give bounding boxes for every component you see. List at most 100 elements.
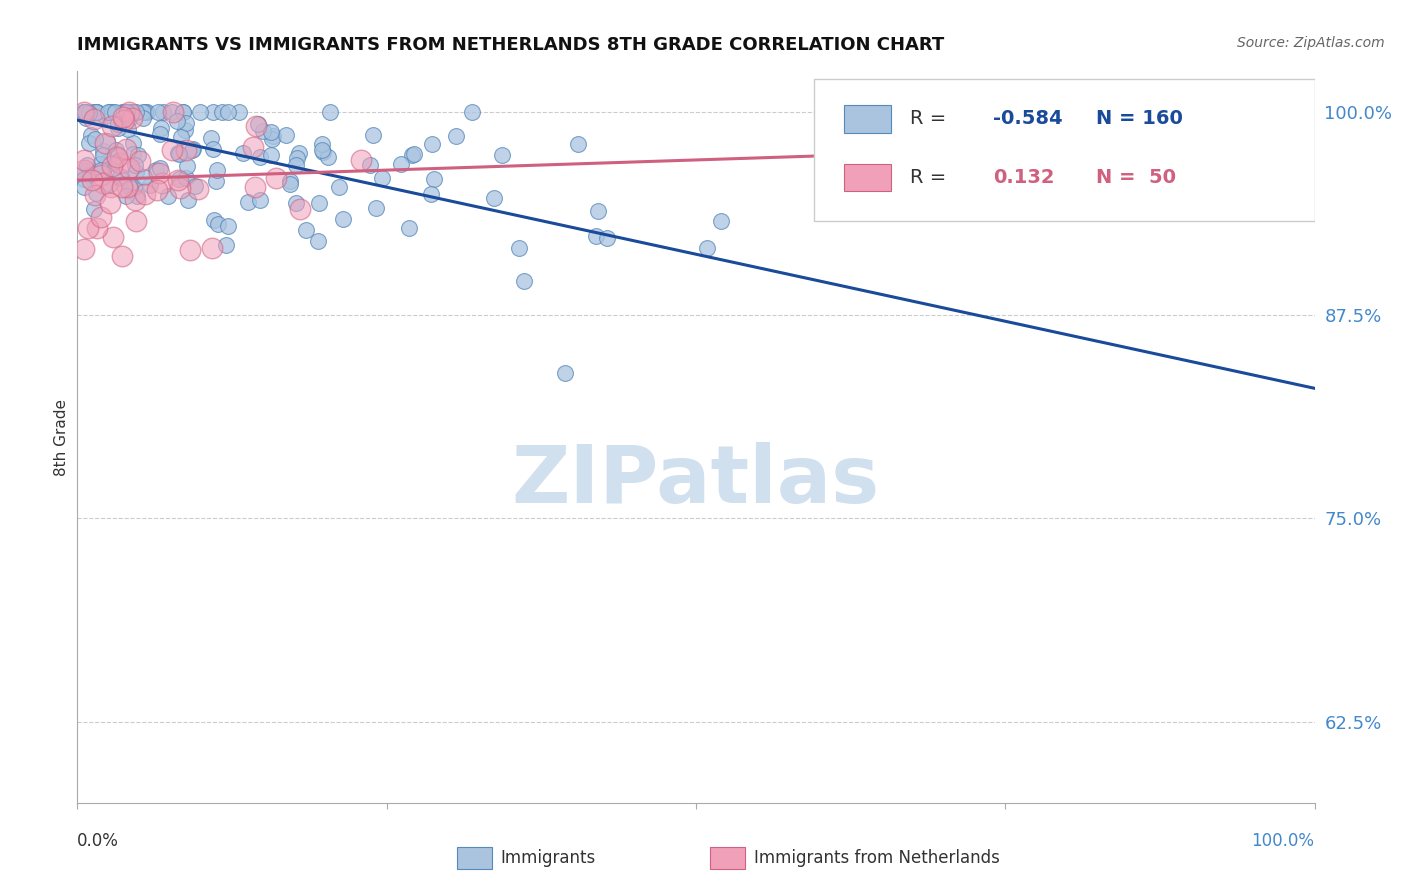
Point: [444, 128, 467, 143]
Text: IMMIGRANTS VS IMMIGRANTS FROM NETHERLANDS 8TH GRADE CORRELATION CHART: IMMIGRANTS VS IMMIGRANTS FROM NETHERLAND…: [77, 36, 945, 54]
Point: [166, 113, 188, 128]
Point: [249, 193, 271, 207]
Point: [98, 196, 121, 211]
Text: 100.0%: 100.0%: [1251, 832, 1315, 850]
Point: [108, 156, 131, 170]
Point: [567, 136, 589, 151]
Point: [184, 179, 207, 194]
Point: [77, 136, 100, 150]
Point: [90, 169, 112, 183]
Text: R =: R =: [910, 168, 952, 187]
Point: [696, 241, 718, 255]
Point: [114, 142, 136, 156]
Point: [83, 132, 105, 146]
Text: 0.0%: 0.0%: [77, 832, 120, 850]
Point: [146, 105, 169, 120]
Point: [294, 223, 316, 237]
Point: [107, 121, 129, 136]
Point: [152, 105, 174, 120]
Point: [90, 210, 112, 224]
Text: N = 160: N = 160: [1095, 110, 1182, 128]
Point: [129, 154, 152, 169]
Point: [139, 178, 162, 192]
Point: [276, 128, 298, 142]
Point: [245, 119, 267, 133]
Point: [84, 186, 107, 201]
Point: [112, 113, 135, 128]
Point: [98, 177, 121, 191]
Point: [402, 146, 425, 161]
Text: ZIPatlas: ZIPatlas: [512, 442, 880, 520]
Point: [120, 181, 142, 195]
Point: [91, 163, 114, 178]
Point: [117, 105, 139, 120]
Point: [401, 148, 423, 162]
Point: [104, 154, 127, 169]
Text: Immigrants: Immigrants: [501, 849, 596, 867]
Point: [260, 132, 283, 146]
Point: [145, 162, 167, 177]
Point: [173, 123, 195, 137]
Point: [160, 143, 183, 157]
Point: [84, 187, 107, 202]
Point: [77, 106, 100, 120]
Point: [108, 171, 131, 186]
Point: [84, 105, 107, 120]
Point: [107, 149, 129, 163]
Point: [228, 105, 250, 120]
Point: [205, 163, 228, 178]
Point: [422, 171, 444, 186]
Point: [201, 142, 224, 156]
Point: [94, 136, 117, 150]
Text: R =: R =: [910, 110, 952, 128]
Point: [174, 143, 197, 157]
Point: [420, 137, 443, 152]
Point: [112, 105, 135, 120]
Point: [132, 111, 155, 125]
Point: [332, 212, 354, 227]
Point: [94, 109, 117, 123]
Point: [162, 105, 184, 120]
Point: [125, 165, 148, 179]
Point: [187, 182, 209, 196]
Point: [124, 158, 146, 172]
Point: [554, 366, 576, 380]
Point: [136, 105, 159, 120]
Point: [285, 158, 308, 172]
Point: [125, 105, 148, 120]
Point: [146, 183, 169, 197]
Point: [398, 221, 420, 235]
Text: N =  50: N = 50: [1095, 168, 1175, 187]
Point: [166, 173, 188, 187]
Point: [72, 105, 94, 120]
Point: [245, 179, 267, 194]
Point: [110, 169, 132, 183]
Point: [111, 179, 134, 194]
Point: [311, 137, 333, 152]
Point: [264, 170, 287, 185]
Point: [371, 170, 394, 185]
Point: [104, 105, 127, 120]
Point: [211, 105, 233, 120]
Point: [188, 105, 211, 120]
Point: [97, 105, 120, 120]
Point: [179, 243, 201, 257]
Point: [174, 116, 197, 130]
Point: [114, 189, 136, 203]
Point: [482, 191, 505, 205]
Point: [201, 241, 224, 255]
Point: [215, 237, 238, 252]
Point: [122, 180, 145, 194]
Point: [150, 176, 173, 190]
Point: [107, 117, 129, 131]
Point: [134, 169, 156, 184]
Point: [90, 162, 112, 177]
Point: [149, 161, 172, 175]
Point: [260, 148, 283, 162]
Point: [89, 156, 111, 170]
Point: [278, 177, 301, 191]
Point: [262, 128, 284, 143]
Point: [217, 219, 239, 233]
Point: [96, 134, 118, 148]
Point: [201, 105, 224, 120]
